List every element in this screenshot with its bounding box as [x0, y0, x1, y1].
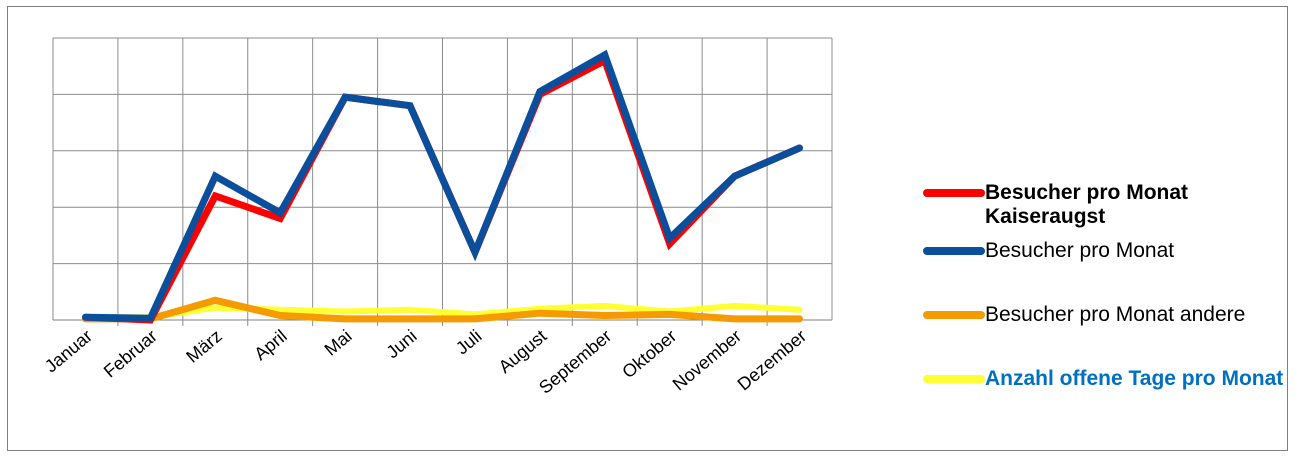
x-tick-label: Februar — [100, 326, 161, 382]
x-tick-label: August — [495, 326, 551, 377]
legend-swatch-yellow — [923, 375, 985, 383]
legend-item-kaiseraugst: Besucher pro Monat Kaiseraugst — [923, 181, 1285, 229]
x-tick-label: November — [669, 326, 745, 395]
legend-item-besucher: Besucher pro Monat — [923, 239, 1285, 263]
x-tick-label: April — [250, 326, 290, 364]
legend-item-offene-tage: Anzahl offene Tage pro Monat — [923, 367, 1285, 391]
x-tick-label: Juni — [382, 326, 420, 363]
x-tick-label: Dezember — [734, 326, 810, 395]
x-tick-label: März — [182, 326, 225, 367]
legend-label-besucher: Besucher pro Monat — [985, 239, 1285, 263]
legend-label-offene-tage: Anzahl offene Tage pro Monat — [985, 367, 1285, 391]
x-axis-tick-labels: Januar Februar März April Mai Juni Juli AugustS… — [41, 326, 810, 398]
x-tick-label: Juli — [452, 326, 486, 359]
legend-swatch-red — [923, 189, 985, 197]
x-tick-label: Oktober — [618, 326, 680, 382]
x-tick-label: Mai — [321, 326, 356, 360]
legend-swatch-blue — [923, 247, 985, 255]
legend-item-andere: Besucher pro Monat andere — [923, 303, 1285, 327]
legend-swatch-orange — [923, 311, 985, 319]
x-tick-label: September — [535, 326, 615, 398]
chart-area: Januar Februar März April Mai Juni Juli August S… — [7, 6, 1288, 451]
legend-label-kaiseraugst: Besucher pro Monat Kaiseraugst — [985, 181, 1285, 229]
legend-label-andere: Besucher pro Monat andere — [985, 303, 1285, 327]
x-tick-label: Januar — [41, 326, 96, 377]
